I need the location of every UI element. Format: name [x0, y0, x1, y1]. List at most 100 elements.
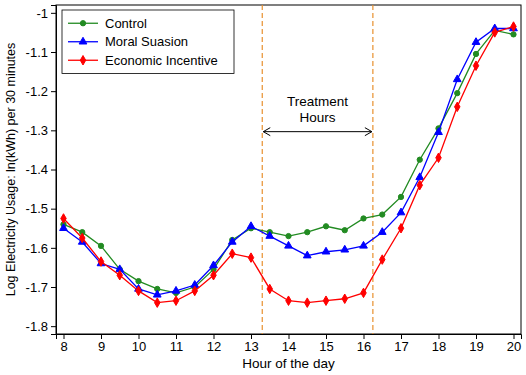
tick-label: -1.1 — [26, 45, 48, 60]
tick-mark — [51, 91, 56, 92]
tick: 17 — [394, 334, 408, 354]
annotation-arrow — [263, 131, 372, 132]
tick: -1 — [36, 5, 56, 20]
tick: 11 — [170, 334, 184, 354]
tick: -1.2 — [26, 84, 56, 99]
tick-mark — [51, 248, 56, 249]
tick: -1.4 — [26, 162, 56, 177]
marker — [173, 296, 178, 305]
tick-label: 11 — [170, 339, 184, 354]
x-axis: 8 9 10 11 12 13 14 15 16 17 18 19 20 — [57, 334, 522, 354]
arrow-head — [365, 128, 372, 136]
marker — [192, 286, 197, 295]
marker — [61, 214, 66, 223]
marker — [342, 294, 347, 303]
marker — [60, 224, 68, 231]
marker — [305, 298, 310, 307]
tick: 20 — [507, 334, 521, 354]
marker — [172, 286, 180, 293]
annotation-text: Hours — [300, 110, 336, 125]
marker — [342, 228, 347, 233]
tick-label: 14 — [282, 339, 296, 354]
tick-mark — [51, 170, 56, 171]
marker — [155, 298, 160, 307]
marker — [455, 102, 460, 111]
tick-label: 8 — [60, 339, 67, 354]
tick-label: 12 — [207, 339, 221, 354]
marker — [417, 180, 422, 189]
tick-label: 20 — [507, 339, 521, 354]
tick: 14 — [282, 334, 296, 354]
legend-marker — [79, 37, 87, 44]
marker — [341, 245, 349, 252]
x-axis-title: Hour of the day — [242, 356, 335, 371]
marker — [398, 194, 403, 199]
marker — [436, 153, 441, 162]
tick: 19 — [469, 334, 483, 354]
legend-box — [62, 10, 234, 74]
tick: -1.5 — [26, 201, 56, 216]
tick-label: -1.2 — [26, 84, 48, 99]
treatment-line — [372, 5, 373, 334]
marker — [492, 28, 497, 37]
marker — [286, 233, 291, 238]
legend-marker — [80, 56, 85, 65]
tick-label: 16 — [357, 339, 371, 354]
tick: -1.1 — [26, 45, 56, 60]
tick-mark — [51, 209, 56, 210]
tick: -1.7 — [26, 280, 56, 295]
marker — [323, 296, 328, 305]
annotation: TreatmentHours — [263, 94, 372, 136]
marker — [266, 232, 274, 239]
marker — [378, 228, 386, 235]
treatment-line — [262, 5, 263, 334]
tick-label: 17 — [394, 339, 408, 354]
marker — [80, 233, 85, 242]
tick-label: 9 — [98, 339, 105, 354]
legend-label: Control — [105, 16, 147, 31]
marker — [230, 249, 235, 258]
marker — [473, 51, 478, 56]
tick: 15 — [319, 334, 333, 354]
marker — [210, 261, 218, 268]
tick-label: -1.3 — [26, 123, 48, 138]
marker — [285, 241, 293, 248]
marker — [303, 251, 311, 258]
arrow-head — [263, 128, 270, 136]
tick-mark — [51, 326, 56, 327]
legend: ControlMoral SuasionEconomic Incentive — [62, 10, 234, 74]
tick-mark — [51, 130, 56, 131]
tick-label: 18 — [432, 339, 446, 354]
marker — [472, 38, 480, 45]
marker — [380, 255, 385, 264]
marker — [267, 284, 272, 293]
tick: 10 — [132, 334, 146, 354]
legend-label: Moral Suasion — [105, 34, 188, 49]
marker — [305, 230, 310, 235]
marker — [416, 173, 424, 180]
marker — [417, 157, 422, 162]
marker — [247, 222, 255, 229]
tick: 18 — [432, 334, 446, 354]
marker — [397, 208, 405, 215]
marker — [322, 247, 330, 254]
tick: -1.8 — [26, 319, 56, 334]
tick-label: -1.5 — [26, 201, 48, 216]
marker — [360, 241, 368, 248]
annotation-text: Treatment — [287, 94, 348, 109]
marker — [511, 32, 516, 37]
marker — [136, 278, 141, 283]
marker — [136, 286, 141, 295]
marker — [361, 216, 366, 221]
y-axis-title: Log Electricity Usage: ln(kWh) per 30 mi… — [4, 43, 18, 297]
tick: 16 — [357, 334, 371, 354]
tick-label: -1.7 — [26, 280, 48, 295]
chart: 891011121314151617181920-1.8-1.7-1.6-1.5… — [0, 0, 526, 375]
marker — [398, 224, 403, 233]
tick-label: 13 — [244, 339, 258, 354]
marker — [117, 271, 122, 280]
legend-marker — [80, 21, 85, 26]
tick-label: 19 — [469, 339, 483, 354]
marker — [153, 290, 161, 297]
plot-frame — [56, 5, 521, 334]
